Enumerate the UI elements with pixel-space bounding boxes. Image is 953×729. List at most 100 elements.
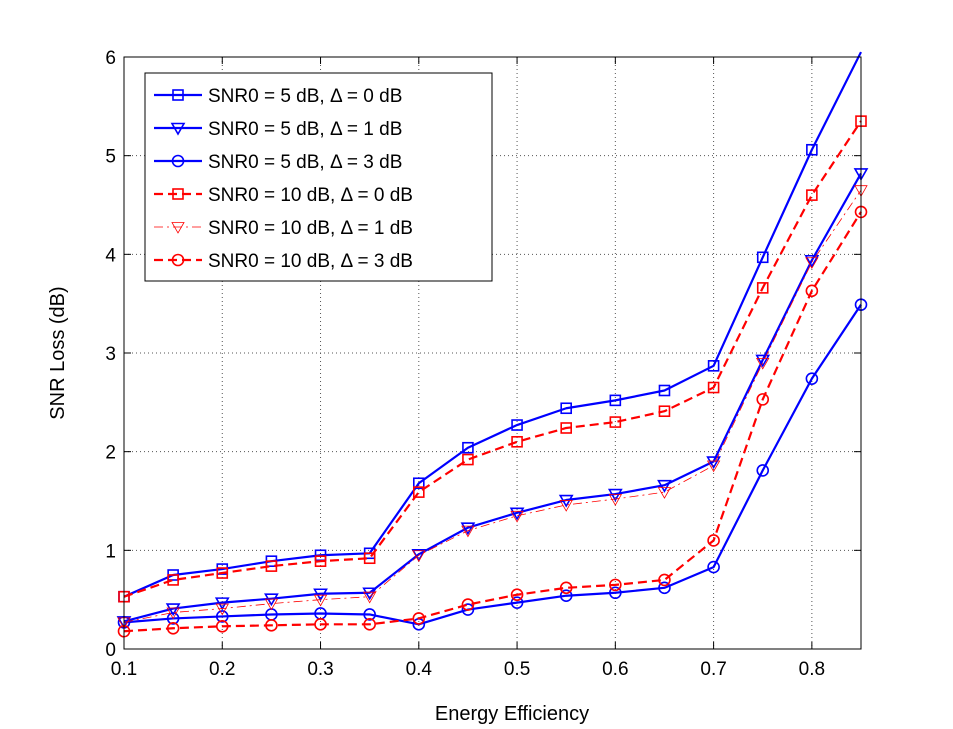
legend-item: SNR0 = 10 dB, Δ = 1 dB xyxy=(154,218,413,239)
data-point-marker xyxy=(166,612,180,625)
x-tick-label: 0.5 xyxy=(504,659,530,680)
data-point-marker xyxy=(411,548,427,562)
data-point-marker xyxy=(265,560,278,572)
data-point-marker xyxy=(707,381,720,394)
data-point-marker xyxy=(805,372,819,385)
axis-ticks: 0.1 0.2 0.3 0.4 0.5 0.6 0.7 0.8 0 1 2 3 4 5 6 xyxy=(105,48,861,680)
x-tick-label: 0.2 xyxy=(209,659,235,680)
data-point-marker xyxy=(412,486,425,498)
x-tick-label: 0.8 xyxy=(799,659,825,680)
legend-label: SNR0 = 10 dB, Δ = 3 dB xyxy=(208,251,413,272)
legend-label: SNR0 = 10 dB, Δ = 0 dB xyxy=(208,185,413,206)
data-point-marker xyxy=(167,574,179,586)
data-point-marker xyxy=(559,500,573,512)
data-point-marker xyxy=(412,477,425,490)
legend-item: SNR0 = 5 dB, Δ = 0 dB xyxy=(154,86,402,107)
data-point-marker xyxy=(806,189,818,201)
data-point-marker xyxy=(362,587,378,601)
data-point-marker xyxy=(658,384,671,397)
series-3 xyxy=(117,298,868,631)
data-point-marker xyxy=(609,416,622,428)
data-point-marker xyxy=(559,581,573,595)
series-line xyxy=(123,304,862,626)
data-point-marker xyxy=(657,479,672,493)
legend: SNR0 = 5 dB, Δ = 0 dB SNR0 = 5 dB, Δ = 1 … xyxy=(144,72,493,282)
data-point-marker xyxy=(216,567,229,579)
data-point-marker xyxy=(461,525,475,538)
legend-swatch-marker xyxy=(171,154,185,168)
data-point-marker xyxy=(510,510,524,523)
series-line xyxy=(123,172,862,623)
data-point-marker xyxy=(609,394,622,407)
data-point-marker xyxy=(362,591,377,604)
x-axis-label: Energy Efficiency xyxy=(435,703,589,725)
legend-label: SNR0 = 10 dB, Δ = 1 dB xyxy=(208,218,413,239)
data-point-marker xyxy=(706,460,721,473)
data-point-marker xyxy=(265,619,278,632)
legend-swatch-marker xyxy=(172,89,184,101)
data-point-marker xyxy=(363,552,376,565)
legend-box xyxy=(144,72,493,282)
y-tick-label: 2 xyxy=(105,443,116,464)
data-point-marker xyxy=(166,607,180,620)
data-point-marker xyxy=(756,282,769,294)
y-tick-label: 6 xyxy=(105,48,116,69)
data-point-marker xyxy=(511,419,523,431)
data-point-marker xyxy=(165,603,181,617)
data-point-marker xyxy=(363,608,376,621)
x-tick-label: 0.7 xyxy=(700,659,726,680)
data-point-marker xyxy=(658,581,671,595)
series-line xyxy=(123,211,862,633)
data-point-marker xyxy=(707,360,720,372)
data-point-marker xyxy=(166,621,180,635)
data-point-marker xyxy=(313,594,328,607)
data-point-marker xyxy=(510,588,524,602)
data-point-marker xyxy=(756,251,769,264)
data-point-marker xyxy=(412,550,426,563)
legend-swatch-marker xyxy=(171,222,185,234)
data-point-marker xyxy=(511,435,523,448)
data-point-marker xyxy=(658,573,671,587)
data-point-marker xyxy=(264,598,279,611)
legend-item: SNR0 = 10 dB, Δ = 0 dB xyxy=(154,185,413,206)
data-point-marker xyxy=(756,357,770,370)
y-tick-label: 4 xyxy=(105,245,116,266)
data-point-marker xyxy=(560,422,573,434)
data-point-marker xyxy=(657,487,672,499)
data-point-marker xyxy=(756,464,770,477)
data-point-marker xyxy=(560,402,573,415)
data-point-marker xyxy=(215,603,229,616)
series-line xyxy=(123,51,862,598)
data-point-marker xyxy=(609,578,622,592)
y-tick-label: 0 xyxy=(105,640,116,661)
data-point-marker xyxy=(756,393,770,406)
data-point-marker xyxy=(314,618,327,631)
data-point-marker xyxy=(755,354,771,368)
data-point-marker xyxy=(314,555,327,567)
series-layer xyxy=(116,51,869,638)
data-point-marker xyxy=(609,586,622,600)
data-point-marker xyxy=(804,254,820,268)
data-point-marker xyxy=(462,441,474,454)
y-tick-label: 5 xyxy=(105,147,116,168)
data-point-marker xyxy=(559,589,573,603)
data-point-marker xyxy=(608,494,623,506)
data-point-marker xyxy=(363,618,376,631)
data-point-marker xyxy=(460,522,476,536)
legend-swatch-marker xyxy=(170,122,186,136)
data-point-marker xyxy=(706,456,721,470)
data-point-marker xyxy=(658,405,671,418)
y-axis-label: SNR Loss (dB) xyxy=(47,286,69,419)
data-point-marker xyxy=(215,610,229,623)
legend-item: SNR0 = 5 dB, Δ = 1 dB xyxy=(154,119,402,140)
legend-label: SNR0 = 5 dB, Δ = 1 dB xyxy=(208,119,402,140)
legend-item: SNR0 = 5 dB, Δ = 3 dB xyxy=(154,152,402,173)
data-point-marker xyxy=(707,560,720,574)
data-point-marker xyxy=(214,597,230,611)
data-point-marker xyxy=(461,603,475,616)
series-line xyxy=(123,120,862,598)
x-tick-label: 0.1 xyxy=(111,659,137,680)
y-tick-label: 1 xyxy=(105,541,116,562)
data-point-marker xyxy=(806,143,818,156)
